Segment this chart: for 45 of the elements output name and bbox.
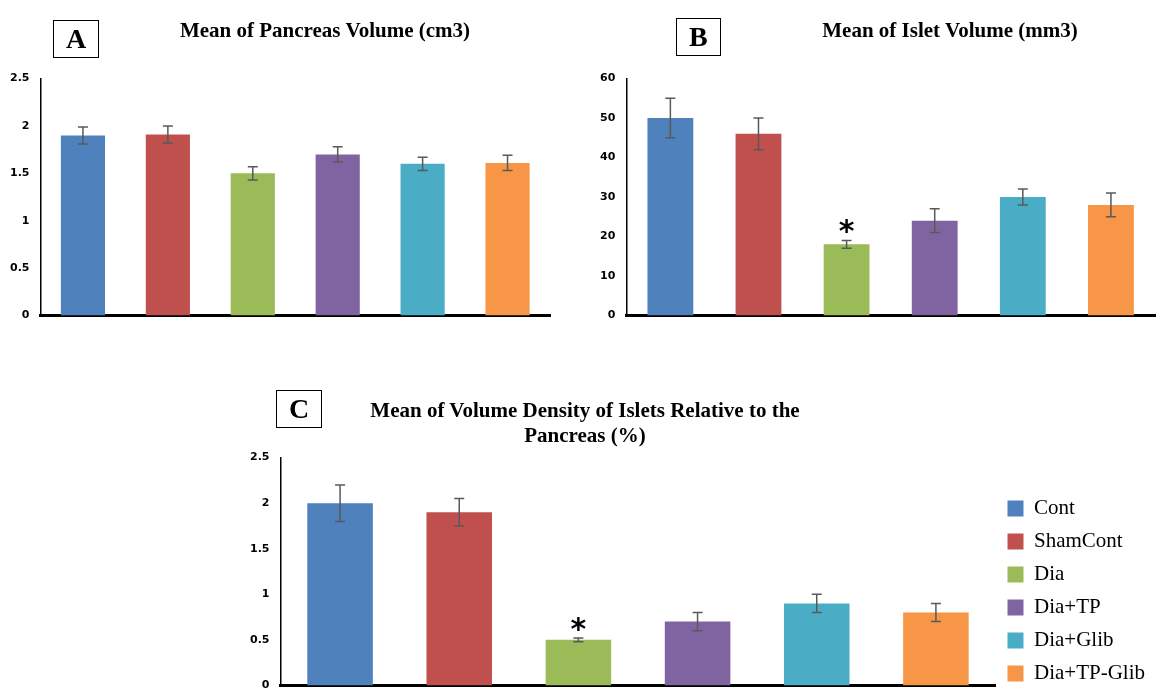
text: A: [53, 20, 100, 58]
bar: [230, 173, 275, 316]
y-tick-label: 2.5: [249, 450, 270, 464]
legend-label: Dia+TP: [1034, 594, 1101, 619]
text: C: [276, 390, 323, 428]
bar: [735, 133, 782, 316]
data-label: *: [838, 213, 855, 249]
y-tick-label: 2.5: [9, 71, 30, 85]
y-tick-label: 0.5: [9, 260, 30, 274]
y-tick-label: 0: [607, 308, 616, 322]
y-tick-label: 1: [261, 587, 270, 601]
text: B: [676, 18, 721, 56]
y-tick-label: 1.5: [9, 166, 30, 180]
bar: [999, 197, 1046, 316]
y-tick-label: 2: [261, 496, 270, 510]
chart-title: Mean of Pancreas Volume (cm3): [178, 18, 472, 43]
chart-title: Mean of Islet Volume (mm3): [821, 18, 1079, 43]
bar: [145, 134, 190, 316]
legend-label: ShamCont: [1034, 528, 1123, 553]
bar: [823, 244, 870, 316]
bar: [315, 154, 360, 316]
y-tick-label: 0: [21, 308, 30, 322]
chart-title: Mean of Volume Density of Islets Relative to the Pancreas (%): [369, 398, 801, 448]
legend-label: Dia: [1034, 561, 1065, 586]
y-tick-label: 2: [21, 118, 30, 132]
bar: [60, 135, 106, 316]
legend-label: Dia+TP-Glib: [1034, 660, 1145, 685]
y-tick-label: 60: [600, 71, 616, 85]
y-tick-label: 50: [600, 110, 616, 124]
y-tick-label: 1: [21, 213, 30, 227]
bar: [911, 220, 958, 316]
data-label: *: [570, 610, 587, 646]
y-tick-label: 0: [261, 678, 270, 692]
y-tick-label: 0.5: [249, 632, 270, 646]
y-tick-label: 1.5: [249, 541, 270, 555]
y-tick-label: 10: [600, 268, 616, 282]
bar: [1088, 204, 1134, 316]
legend-label: Cont: [1034, 495, 1076, 520]
y-tick-label: 20: [600, 229, 616, 243]
y-tick-label: 30: [600, 189, 616, 203]
bar: [485, 162, 530, 316]
legend-label: Dia+Glib: [1034, 627, 1114, 652]
y-tick-label: 40: [600, 150, 616, 164]
bar: [647, 118, 694, 316]
bar: [400, 163, 445, 316]
